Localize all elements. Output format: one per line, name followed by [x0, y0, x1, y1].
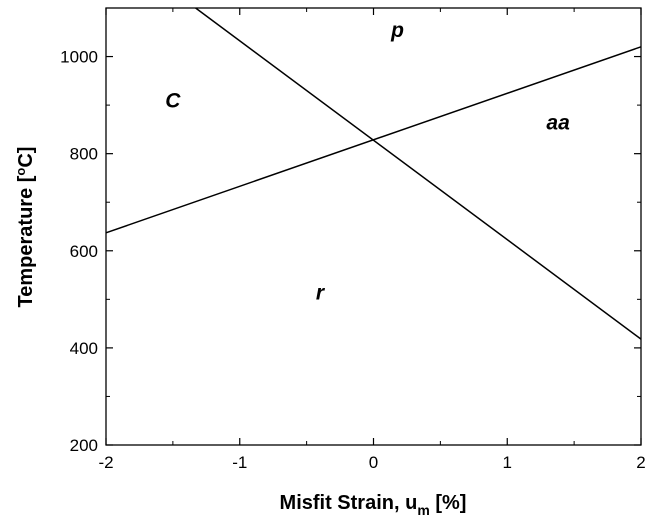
y-axis-label-superscript: o — [13, 168, 28, 176]
plot-frame — [105, 7, 642, 446]
x-axis-label-subscript: m — [417, 502, 429, 518]
y-tick-label: 400 — [70, 339, 98, 358]
y-tick-label: 800 — [70, 145, 98, 164]
x-tick-label: 2 — [636, 453, 645, 472]
y-axis-label: Temperature [oC] — [13, 147, 37, 308]
phase-boundary-line-2 — [195, 7, 642, 340]
region-label-C: C — [165, 90, 181, 113]
data-series — [105, 7, 642, 340]
y-tick-label: 600 — [70, 242, 98, 261]
y-tick-label: 200 — [70, 436, 98, 455]
y-axis-label-suffix: C] — [15, 147, 37, 168]
x-axis-label: Misfit Strain, um [%] — [280, 492, 467, 518]
x-tick-label: 1 — [503, 453, 512, 472]
x-tick-label: -2 — [98, 453, 113, 472]
region-label-p: p — [390, 19, 404, 42]
x-axis-label-suffix: [%] — [430, 492, 467, 514]
region-labels: p Caa r — [165, 19, 570, 304]
x-tick-label: -1 — [232, 453, 247, 472]
axis-ticks: -2 -1 0 1 2 200 400 600 800 1000 — [60, 8, 646, 472]
region-label-aa: aa — [546, 111, 570, 134]
region-label-r: r — [316, 281, 326, 304]
x-tick-label: 0 — [369, 453, 378, 472]
y-tick-label: 1000 — [60, 48, 98, 67]
